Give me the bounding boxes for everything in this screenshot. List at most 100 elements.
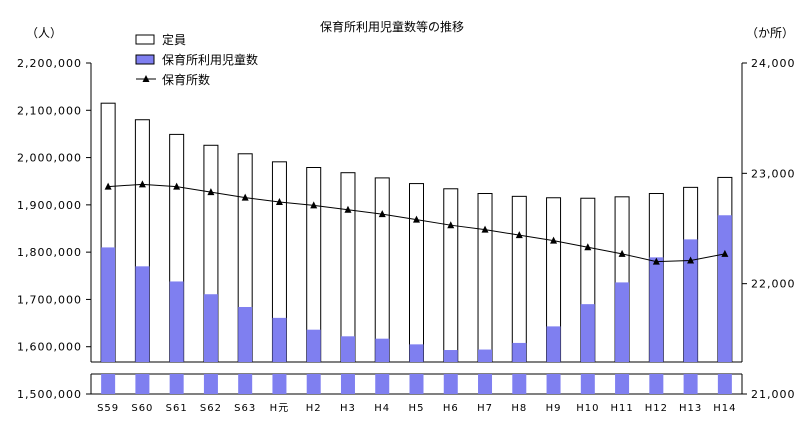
x-tick-label: H14 [713,403,736,414]
bar-stub-lower [580,374,595,394]
bar-children [478,349,493,362]
bar-stub-lower [272,374,287,394]
bar-stub-lower [135,374,150,394]
bar-children [512,342,527,362]
x-tick-label: H7 [477,403,493,414]
facilities-marker [207,188,215,196]
facilities-marker [344,205,352,213]
x-tick-label: H13 [679,403,702,414]
facilities-marker [481,225,489,233]
facilities-marker [618,249,626,257]
left-tick-label: 1,800,000 [17,246,82,259]
bar-children [615,282,630,362]
bar-children [717,215,732,362]
facilities-marker [378,210,386,218]
bar-stub-lower [169,374,184,394]
x-tick-label: H4 [374,403,390,414]
bar-children [135,266,150,362]
facilities-marker [413,215,420,223]
facilities-marker [550,236,558,244]
bar-stub-lower [101,374,116,394]
bar-children [272,317,287,362]
facilities-marker [241,193,249,201]
bar-stub-lower [340,374,355,394]
bar-children [306,329,321,362]
facilities-marker [104,182,112,190]
bar-children [375,338,390,362]
facilities-marker [275,198,283,206]
bar-capacity [511,195,527,363]
bar-children [546,326,561,362]
x-tick-label: S59 [97,403,119,414]
x-tick-label: H10 [576,403,599,414]
bar-stub-lower [306,374,321,394]
legend-swatch [135,54,155,65]
facilities-marker [652,257,660,265]
facilities-marker [721,249,729,257]
bar-stub-lower [375,374,390,394]
right-tick-label: 21,000 [751,388,796,401]
x-tick-label: H12 [645,403,668,414]
right-tick-label: 23,000 [751,167,796,180]
bar-children [340,336,355,362]
chart-title: 保育所利用児童数等の推移 [320,19,464,34]
left-tick-label: 2,000,000 [17,152,82,165]
bar-stub-lower [683,374,698,394]
facilities-marker [138,180,146,188]
legend-marker [142,75,150,82]
bar-children [101,247,116,362]
facilities-marker [687,256,695,264]
legend-label: 保育所数 [162,72,210,87]
facilities-marker [310,201,318,209]
left-tick-label: 1,500,000 [17,388,82,401]
bar-children [238,306,253,362]
x-tick-label: S62 [200,403,222,414]
bar-capacity [409,183,424,363]
x-tick-label: H11 [610,403,633,414]
x-tick-label: H5 [409,403,425,414]
bar-stub-lower [512,374,527,394]
left-tick-label: 2,200,000 [17,57,82,70]
bar-stub-lower [615,374,630,394]
bar-children [683,239,698,362]
bar-children [443,350,458,362]
bar-capacity [443,188,459,363]
left-tick-label: 1,700,000 [17,293,82,306]
x-tick-label: H8 [511,403,527,414]
facilities-marker [515,231,523,239]
x-tick-label: H3 [340,403,356,414]
bar-children [409,344,424,362]
left-axis-unit: （人） [26,26,62,40]
right-axis-unit: （か所） [746,26,794,40]
right-tick-label: 22,000 [751,278,796,291]
bar-capacity [340,172,356,363]
bar-stub-lower [409,374,424,394]
bar-capacity [477,193,493,363]
x-tick-label: S63 [234,403,256,414]
bar-stub-lower [649,374,664,394]
left-tick-label: 2,100,000 [17,104,82,117]
left-tick-label: 1,900,000 [17,199,82,212]
bars [100,102,733,394]
legend-label: 保育所利用児童数 [162,52,258,67]
bar-children [580,304,595,362]
x-tick-label: H6 [443,403,459,414]
bar-stub-lower [443,374,458,394]
left-tick-label: 1,600,000 [17,341,82,354]
line-series [104,180,729,265]
x-tick-label: S61 [166,403,188,414]
bar-stub-lower [546,374,561,394]
bar-stub-lower [238,374,253,394]
facilities-marker [584,243,592,251]
bar-children [649,257,664,362]
bar-children [203,294,218,362]
facilities-marker [173,182,181,190]
bar-stub-lower [717,374,732,394]
bar-capacity [374,177,390,363]
x-tick-label: H9 [546,403,562,414]
facilities-marker [447,221,455,229]
x-tick-label: S60 [131,403,153,414]
bar-children [169,281,184,362]
